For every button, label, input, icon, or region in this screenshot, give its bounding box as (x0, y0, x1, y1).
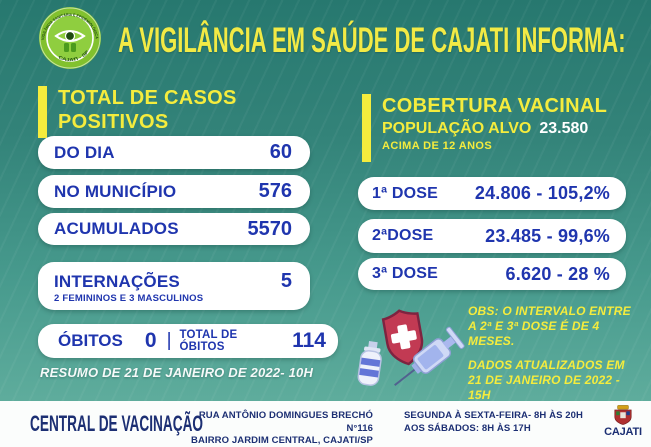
deaths-value: 0 (144, 329, 157, 352)
interval-note-line2: A 2ª E 3ª DOSE É DE 4 MESES. (468, 319, 600, 348)
stat-label: ACUMULADOS (54, 219, 179, 238)
summary-date-text: RESUMO DE 21 DE JANEIRO DE 2022- 10H (40, 365, 314, 380)
eye-icon (54, 30, 86, 52)
page-title: A VIGILÂNCIA EM SAÚDE DE CAJATI INFORMA: (118, 21, 626, 60)
address-line1: RUA ANTÔNIO DOMINGUES BRECHÓ N°116 (198, 410, 373, 434)
vigilancia-sanitaria-logo-icon: VIGILÂNCIA SANITÁRIA E EPIDEMIOLÓGICA CA… (39, 7, 101, 69)
hospitalizations-detail: 2 FEMININOS E 3 MASCULINOS (54, 293, 204, 304)
vaccination-heading: COBERTURA VACINAL (382, 95, 608, 117)
stat-accumulated-cases: ACUMULADOS 5570 (38, 213, 310, 245)
cases-section-heading: TOTAL DE CASOS POSITIVOS (38, 86, 237, 138)
stat-dose-3: 3ª DOSE 6.620 - 28 % (358, 258, 626, 290)
dose-value: 6.620 - 28 % (505, 263, 610, 284)
cajati-logo-text: CAJATI (604, 426, 642, 438)
stat-dose-2: 2ªDOSE 23.485 - 99,6% (358, 219, 626, 253)
hours-line1: SEGUNDA À SEXTA-FEIRA- 8H ÀS 20H (404, 410, 583, 421)
stat-dose-1: 1ª DOSE 24.806 - 105,2% (358, 177, 626, 210)
interval-note-line1: OBS: O INTERVALO ENTRE (468, 304, 631, 318)
interval-note: OBS: O INTERVALO ENTRE A 2ª E 3ª DOSE É … (468, 304, 644, 349)
updated-note-line2: 21 DE JANEIRO DE 2022 - 15H (468, 373, 620, 402)
deaths-label: ÓBITOS (58, 331, 123, 350)
syringe-icon (394, 326, 465, 386)
stat-label: DO DIA (54, 142, 115, 162)
stat-label: NO MUNICÍPIO (54, 181, 177, 201)
population-note: ACIMA DE 12 ANOS (382, 140, 493, 152)
vaccination-notes: OBS: O INTERVALO ENTRE A 2ª E 3ª DOSE É … (468, 304, 644, 403)
vaccination-illustration (357, 309, 465, 386)
vaccine-vial-icon (357, 341, 382, 386)
stat-deaths: ÓBITOS 0 | TOTAL DE ÓBITOS 114 (38, 324, 338, 358)
footer-bar: CENTRAL DE VACINAÇÃO RUA ANTÔNIO DOMINGU… (0, 401, 651, 447)
stat-value: 5570 (247, 217, 293, 240)
updated-note: DADOS ATUALIZADOS EM 21 DE JANEIRO DE 20… (468, 358, 644, 403)
stat-value: 60 (269, 141, 292, 163)
total-deaths-label: TOTAL DE ÓBITOS (179, 329, 238, 353)
dose-label: 2ªDOSE (372, 227, 434, 244)
cases-heading-line1: TOTAL DE CASOS (58, 87, 237, 109)
vaccination-center-title: CENTRAL DE VACINAÇÃO (30, 411, 204, 436)
stat-hospitalizations: INTERNAÇÕES 5 2 FEMININOS E 3 MASCULINOS (38, 262, 310, 310)
cajati-city-logo: CAJATI (601, 405, 645, 438)
dose-value: 24.806 - 105,2% (474, 183, 610, 203)
dose-label: 3ª DOSE (372, 265, 439, 282)
vaccination-section-heading: COBERTURA VACINAL POPULAÇÃO ALVO 23.580 A… (362, 94, 607, 162)
divider: | (166, 330, 172, 351)
stat-municipality-cases: NO MUNICÍPIO 576 (38, 175, 310, 208)
stat-label: INTERNAÇÕES (54, 271, 180, 291)
dose-label: 1ª DOSE (372, 184, 439, 202)
opening-hours-block: SEGUNDA À SEXTA-FEIRA- 8H ÀS 20H AOS SÁB… (404, 410, 584, 435)
address-line2: BAIRRO JARDIM CENTRAL, CAJATI/SP (191, 435, 373, 446)
shield-cross-icon (381, 309, 424, 366)
dose-value: 23.485 - 99,6% (485, 225, 610, 246)
population-value: 23.580 (539, 120, 589, 137)
population-label: POPULAÇÃO ALVO (382, 120, 532, 137)
address-block: RUA ANTÔNIO DOMINGUES BRECHÓ N°116 BAIRR… (180, 410, 373, 447)
hours-line2: AOS SÁBADOS: 8H ÀS 17H (404, 422, 531, 434)
cajati-crest-icon (614, 405, 632, 425)
stat-value: 5 (280, 270, 292, 292)
cases-heading-line2: POSITIVOS (58, 111, 169, 133)
total-deaths-value: 114 (292, 329, 326, 352)
stat-value: 576 (258, 180, 292, 202)
yellow-accent-bar (38, 86, 47, 138)
updated-note-line1: DADOS ATUALIZADOS EM (468, 358, 625, 372)
yellow-accent-bar (362, 94, 371, 162)
stat-daily-cases: DO DIA 60 (38, 136, 310, 169)
